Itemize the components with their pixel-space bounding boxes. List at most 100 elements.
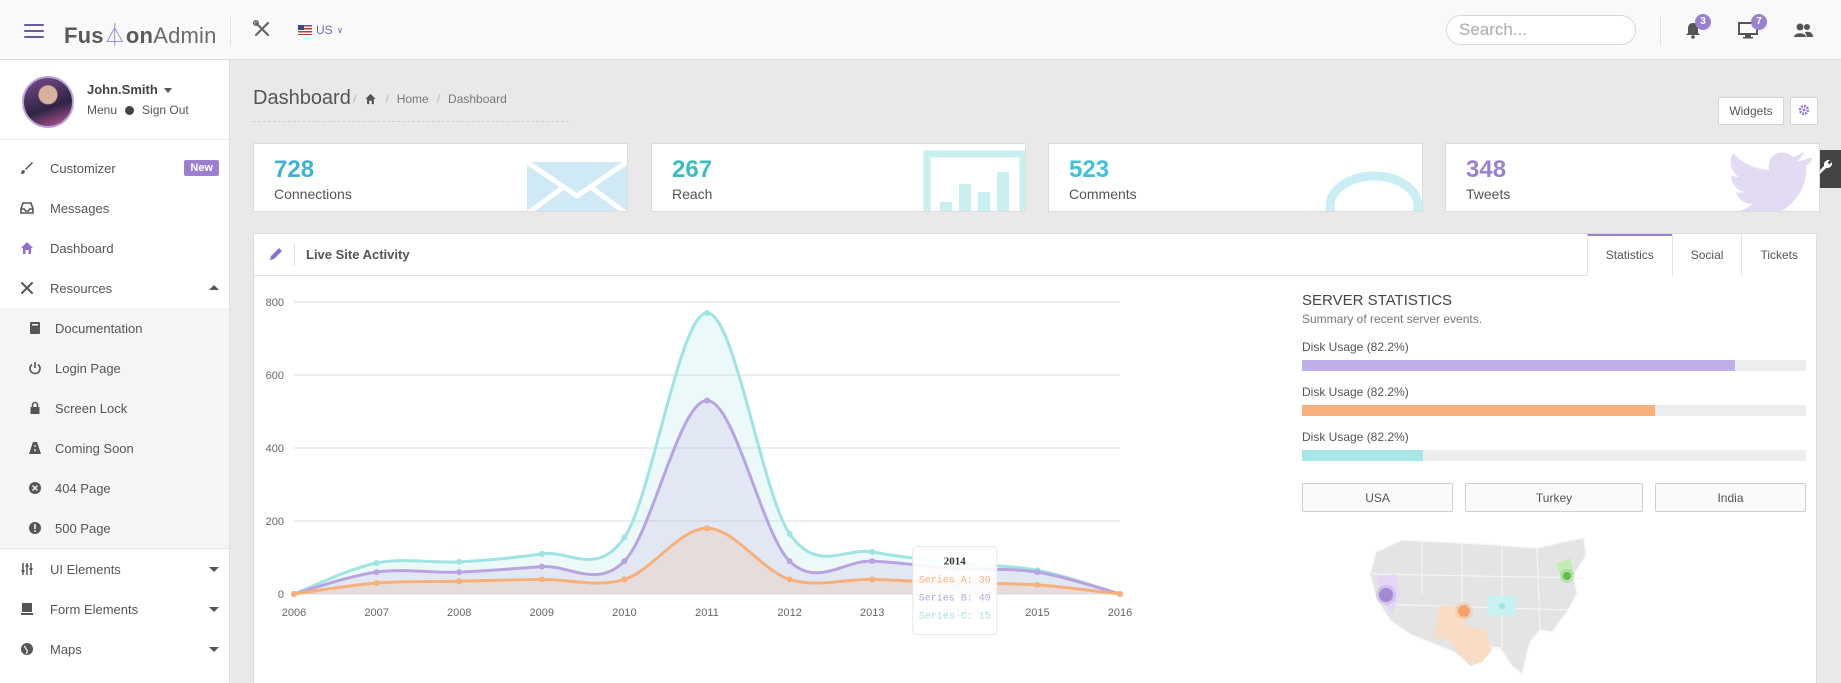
series-point[interactable] [373,559,380,566]
sidebar-item-resources[interactable]: Resources [0,268,229,308]
x-tick-label: 2012 [777,607,801,619]
disk-progress-bar [1302,450,1806,461]
sidebar-item-maps[interactable]: Maps [0,629,229,669]
power-icon [29,362,41,375]
stat-label: Comments [1069,186,1137,202]
stat-label: Connections [274,186,352,202]
series-point[interactable] [538,550,545,557]
language-selector[interactable]: US ∨ [298,23,343,37]
series-point[interactable] [373,569,380,576]
search-input[interactable] [1446,15,1636,45]
series-area [294,528,1120,594]
series-point[interactable] [869,549,876,556]
chevron-down-icon [209,647,219,652]
user-menu-link[interactable]: Menu [87,103,118,117]
sidebar-item-label: Messages [50,201,110,216]
y-tick-label: 0 [278,589,284,601]
server-subtitle: Summary of recent server events. [1302,312,1483,326]
disk-usage-row: Disk Usage (82.2%) [1302,385,1806,416]
series-point[interactable] [621,534,628,541]
tooltip-value: Series C: 15 [919,611,991,623]
series-point[interactable] [786,558,793,565]
series-point[interactable] [456,569,463,576]
y-tick-label: 800 [266,297,284,309]
brush-icon [21,162,33,174]
disk-label: Disk Usage (82.2%) [1302,385,1409,399]
sidebar-subitem-login-page[interactable]: Login Page [0,348,229,388]
tab-social[interactable]: Social [1671,234,1742,276]
sidebar-item-dashboard[interactable]: Dashboard [0,228,229,268]
country-button-usa[interactable]: USA [1302,483,1454,512]
sidebar-item-label: Resources [50,281,113,296]
settings-button[interactable] [1790,97,1818,125]
divider [294,244,295,266]
series-point[interactable] [704,525,710,532]
user-name[interactable]: John.Smith [87,82,172,97]
sidebar-subitem-screen-lock[interactable]: Screen Lock [0,388,229,428]
series-point[interactable] [538,576,545,583]
chart-tooltip [912,546,998,636]
series-point[interactable] [869,558,876,565]
live-site-activity-panel: Live Site Activity Statistics Social Tic… [253,233,1817,683]
disk-progress-fill [1302,405,1655,416]
country-button-india[interactable]: India [1654,483,1807,512]
tab-statistics[interactable]: Statistics [1586,234,1672,276]
series-point[interactable] [456,558,463,565]
bar-chart-icon [923,150,1025,211]
series-point[interactable] [786,576,793,583]
stat-value: 348 [1466,156,1507,183]
sidebar-subitem-coming-soon[interactable]: Coming Soon [0,428,229,468]
tools-icon[interactable] [252,19,272,39]
tab-tickets[interactable]: Tickets [1741,234,1816,276]
messages-button[interactable]: 7 [1737,14,1767,40]
series-point[interactable] [1034,569,1041,576]
disk-usage-row: Disk Usage (82.2%) [1302,430,1806,461]
series-point[interactable] [621,576,628,583]
series-point[interactable] [1117,591,1123,597]
series-point[interactable] [704,309,710,316]
widgets-button[interactable]: Widgets [1718,97,1784,125]
sidebar-item-form-elements[interactable]: Form Elements [0,589,229,629]
series-point[interactable] [621,558,628,565]
home-icon[interactable] [364,93,377,105]
flask-icon: ⏃ [103,23,126,48]
series-point[interactable] [704,397,710,404]
brand-logo[interactable]: Fus⏃onAdmin [64,23,217,48]
series-point[interactable] [373,580,380,587]
sidebar-item-label: Coming Soon [55,441,134,456]
series-point[interactable] [786,530,793,537]
divider [0,548,229,549]
user-panel: John.Smith Menu Sign Out [0,60,229,140]
envelope-icon [525,159,627,211]
sidebar-item-messages[interactable]: Messages [0,188,229,228]
sidebar-subitem-500-page[interactable]: 500 Page [0,508,229,548]
server-title: SERVER STATISTICS [1302,292,1453,309]
series-point[interactable] [869,576,876,583]
menu-toggle-icon[interactable] [24,24,44,38]
breadcrumb-home[interactable]: Home [396,92,429,106]
sidebar-subitem-404-page[interactable]: 404 Page [0,468,229,508]
series-point[interactable] [1034,581,1041,588]
sliders-icon [21,563,33,575]
avatar[interactable] [22,76,74,128]
sidebar-item-customizer[interactable]: Customizer New [0,148,229,188]
stat-value: 523 [1069,156,1110,183]
notifications-button[interactable]: 3 [1683,14,1711,40]
sidebar-item-label: Form Elements [50,602,139,617]
usa-map[interactable] [1362,534,1602,683]
series-point[interactable] [456,578,463,585]
series-point[interactable] [291,591,297,597]
sidebar-subitem-documentation[interactable]: Documentation [0,308,229,348]
users-button[interactable] [1792,20,1814,40]
x-tick-label: 2010 [612,607,636,619]
sidebar-item-ui-elements[interactable]: UI Elements [0,549,229,589]
sidebar: John.Smith Menu Sign Out Customizer New … [0,60,230,683]
y-tick-label: 400 [266,443,284,455]
sign-out-link[interactable]: Sign Out [142,103,189,117]
country-button-turkey[interactable]: Turkey [1465,483,1643,512]
user-links: Menu Sign Out [87,103,189,117]
series-point[interactable] [538,563,545,570]
panel-title: Live Site Activity [306,247,410,262]
sidebar-item-label: Maps [50,642,82,657]
times-circle-icon [29,482,41,494]
